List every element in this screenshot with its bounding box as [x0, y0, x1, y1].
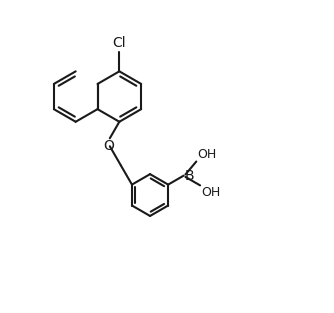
Text: O: O [104, 140, 114, 153]
Text: OH: OH [201, 186, 220, 199]
Text: OH: OH [197, 148, 216, 161]
Text: B: B [184, 169, 194, 183]
Text: Cl: Cl [113, 36, 126, 50]
